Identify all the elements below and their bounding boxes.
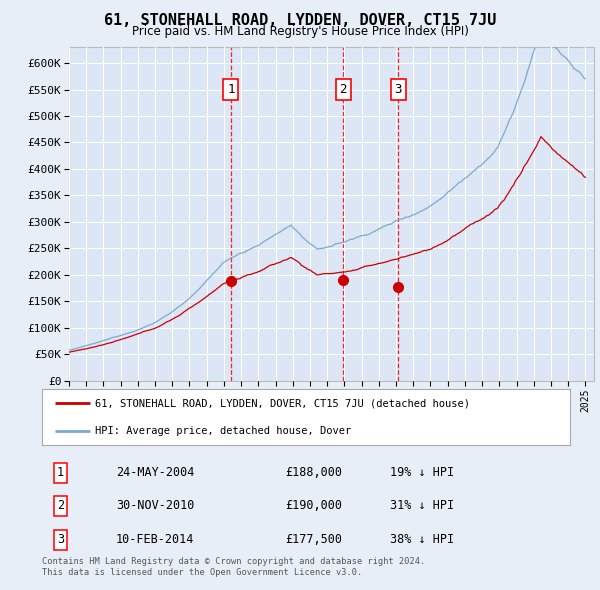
Text: 38% ↓ HPI: 38% ↓ HPI bbox=[391, 533, 455, 546]
Text: 61, STONEHALL ROAD, LYDDEN, DOVER, CT15 7JU (detached house): 61, STONEHALL ROAD, LYDDEN, DOVER, CT15 … bbox=[95, 398, 470, 408]
Text: 19% ↓ HPI: 19% ↓ HPI bbox=[391, 466, 455, 480]
Text: 3: 3 bbox=[57, 533, 64, 546]
Text: 24-MAY-2004: 24-MAY-2004 bbox=[116, 466, 194, 480]
Text: 61, STONEHALL ROAD, LYDDEN, DOVER, CT15 7JU: 61, STONEHALL ROAD, LYDDEN, DOVER, CT15 … bbox=[104, 13, 496, 28]
Text: 2: 2 bbox=[339, 83, 347, 96]
Text: 30-NOV-2010: 30-NOV-2010 bbox=[116, 499, 194, 513]
Text: 1: 1 bbox=[227, 83, 235, 96]
Text: Price paid vs. HM Land Registry's House Price Index (HPI): Price paid vs. HM Land Registry's House … bbox=[131, 25, 469, 38]
Text: £190,000: £190,000 bbox=[285, 499, 342, 513]
Text: HPI: Average price, detached house, Dover: HPI: Average price, detached house, Dove… bbox=[95, 427, 351, 437]
Text: This data is licensed under the Open Government Licence v3.0.: This data is licensed under the Open Gov… bbox=[42, 568, 362, 577]
Text: 31% ↓ HPI: 31% ↓ HPI bbox=[391, 499, 455, 513]
Text: 10-FEB-2014: 10-FEB-2014 bbox=[116, 533, 194, 546]
Text: 3: 3 bbox=[394, 83, 402, 96]
Text: Contains HM Land Registry data © Crown copyright and database right 2024.: Contains HM Land Registry data © Crown c… bbox=[42, 558, 425, 566]
Text: 2: 2 bbox=[57, 499, 64, 513]
Text: £177,500: £177,500 bbox=[285, 533, 342, 546]
Text: £188,000: £188,000 bbox=[285, 466, 342, 480]
Text: 1: 1 bbox=[57, 466, 64, 480]
